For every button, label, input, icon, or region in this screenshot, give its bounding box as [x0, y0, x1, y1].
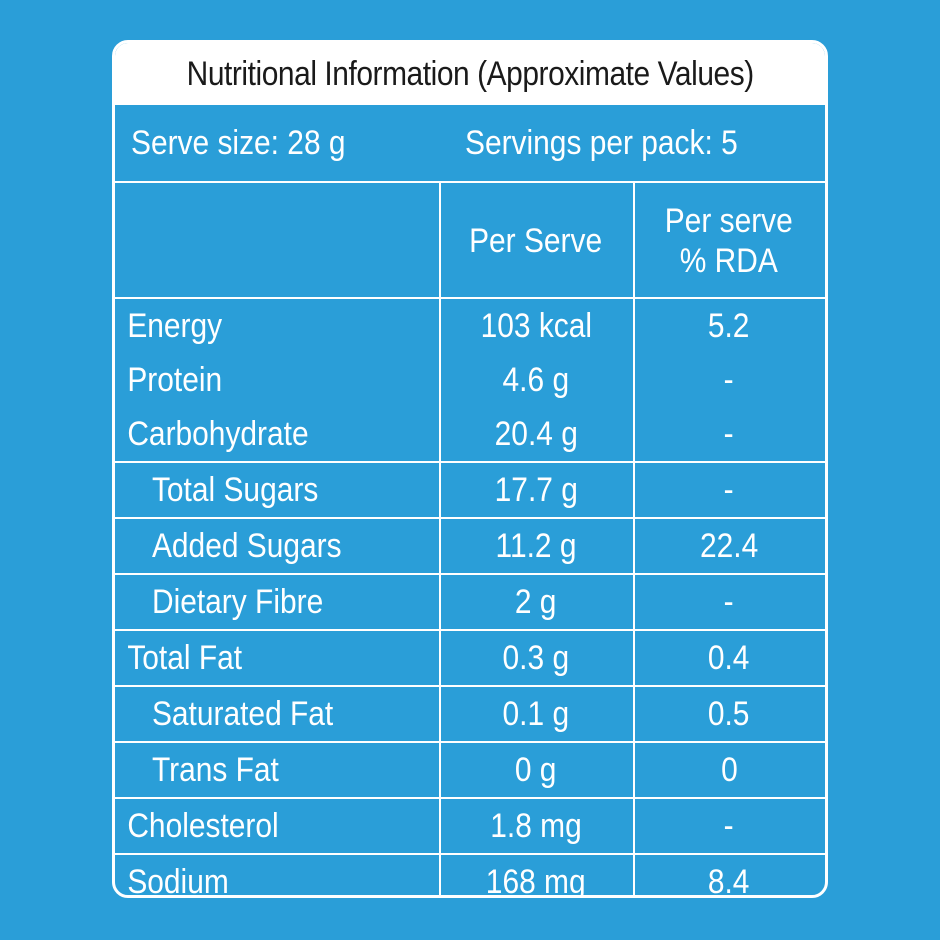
nutrition-title: Nutritional Information (Approximate Val… [186, 54, 754, 93]
nutrition-panel: Nutritional Information (Approximate Val… [112, 40, 828, 898]
nutrient-name: Added Sugars [115, 517, 439, 574]
per-serve-value: 11.2 g [439, 517, 633, 574]
per-serve-value: 0.1 g [439, 685, 633, 742]
rda-value: - [633, 797, 825, 854]
rda-value: - [724, 415, 734, 453]
nutrient-name: Total Sugars [115, 461, 439, 518]
nutrient-name: Sodium [115, 853, 439, 895]
nutrition-title-bar: Nutritional Information (Approximate Val… [115, 43, 825, 105]
nutrient-name: Trans Fat [115, 741, 439, 798]
rda-value: 8.4 [633, 853, 825, 895]
serving-divider [115, 181, 825, 183]
header-rda: Per serve % RDA [664, 201, 794, 280]
rda-value: 22.4 [633, 517, 825, 574]
serve-size-label: Serve size: 28 g [131, 124, 346, 162]
column-divider [633, 183, 635, 895]
per-serve-value: 103 kcal [439, 297, 633, 353]
nutrition-table: Per Serve Per serve % RDA Energy 103 kca… [115, 184, 825, 895]
per-serve-value: 0 g [439, 741, 633, 798]
nutrient-name: Energy [115, 297, 439, 353]
table-row: Dietary Fibre 2 g - [115, 573, 825, 630]
table-row: Carbohydrate 20.4 g - [115, 407, 825, 462]
table-row: Saturated Fat 0.1 g 0.5 [115, 685, 825, 742]
per-serve-value: 1.8 mg [439, 797, 633, 854]
per-serve-value: 4.6 g [502, 361, 570, 399]
rda-value: 0.4 [633, 629, 825, 686]
rda-value: 0.5 [633, 685, 825, 742]
per-serve-value: 168 mg [439, 853, 633, 895]
table-row: Added Sugars 11.2 g 22.4 [115, 517, 825, 574]
nutrient-name: Protein [127, 361, 223, 399]
table-row: Protein 4.6 g - [115, 353, 825, 407]
servings-per-pack-label: Servings per pack: 5 [465, 124, 738, 162]
header-nutrient [115, 184, 439, 298]
rda-value: 5.2 [633, 297, 825, 353]
rda-value: - [724, 361, 734, 399]
table-row: Sodium 168 mg 8.4 [115, 853, 825, 895]
table-row: Trans Fat 0 g 0 [115, 741, 825, 798]
nutrient-name: Saturated Fat [115, 685, 439, 742]
rda-value: - [633, 573, 825, 630]
column-divider [439, 183, 441, 895]
table-row: Cholesterol 1.8 mg - [115, 797, 825, 854]
table-row: Total Fat 0.3 g 0.4 [115, 629, 825, 686]
table-row: Total Sugars 17.7 g - [115, 461, 825, 518]
nutrient-name: Cholesterol [115, 797, 439, 854]
header-per-serve: Per Serve [469, 221, 603, 260]
per-serve-value: 2 g [439, 573, 633, 630]
per-serve-value: 17.7 g [439, 461, 633, 518]
per-serve-value: 20.4 g [494, 415, 578, 453]
nutrient-name: Carbohydrate [127, 415, 309, 453]
rda-value: 0 [633, 741, 825, 798]
nutrient-name: Total Fat [115, 629, 439, 686]
rda-value: - [633, 461, 825, 518]
table-row: Energy 103 kcal 5.2 [115, 297, 825, 353]
serving-info-row: Serve size: 28 g Servings per pack: 5 [115, 105, 825, 181]
nutrient-name: Dietary Fibre [115, 573, 439, 630]
per-serve-value: 0.3 g [439, 629, 633, 686]
table-header-row: Per Serve Per serve % RDA [115, 184, 825, 298]
